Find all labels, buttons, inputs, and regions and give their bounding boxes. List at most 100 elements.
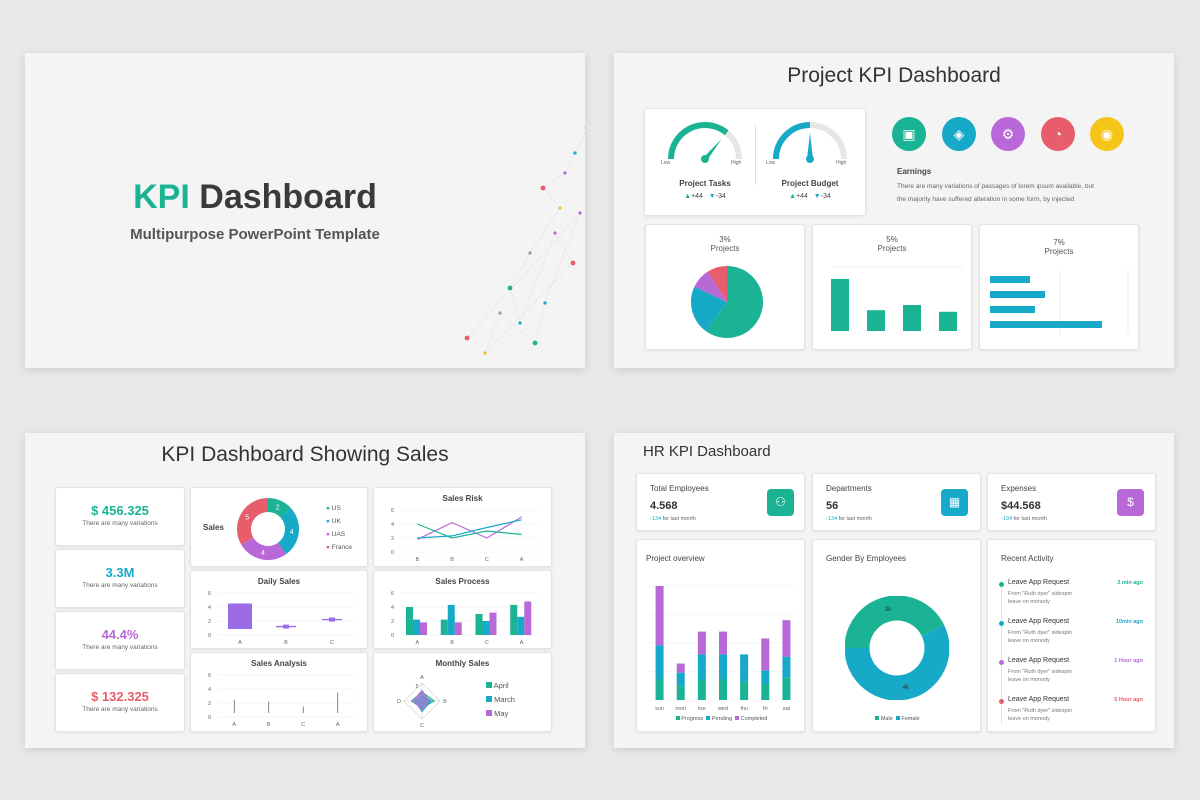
legend-label: UAS [331, 531, 346, 538]
overview-legend: Progress Pending Completed [637, 716, 806, 722]
activity-item-desc: From "Ruth dyer" sidespin [1008, 591, 1072, 597]
gauge-budget-up: +44 [796, 193, 808, 200]
network-line [509, 287, 521, 324]
network-dot [483, 351, 487, 355]
y-tick-label: 2 [391, 536, 394, 542]
chart-icon[interactable]: ▣ [892, 117, 926, 151]
project-pie-chart [691, 266, 763, 338]
network-line [534, 302, 546, 344]
legend-label: Male [880, 716, 893, 722]
stack-segment [782, 620, 791, 657]
radar-label: C [420, 723, 424, 729]
slide-hr-kpi[interactable]: HR KPI Dashboard Total Employees 4.568 -… [614, 433, 1174, 748]
network-line [484, 312, 501, 354]
hr-title: HR KPI Dashboard [643, 443, 771, 460]
activity-item-desc: leave on monody [1008, 638, 1050, 644]
gauge-divider [755, 125, 756, 185]
kpi-card: Departments 56 -134 for last month ▦ [812, 473, 981, 531]
bar [990, 291, 1045, 298]
network-line [519, 232, 556, 324]
stack-segment [740, 654, 749, 682]
x-tick-label: B [416, 557, 420, 563]
network-dot [563, 171, 567, 175]
gauge-tasks-dial [668, 122, 742, 163]
x-tick-label: A [232, 722, 236, 728]
building-icon: ▦ [941, 489, 968, 516]
activity-item[interactable]: Leave App Request 1 Hour ago From "Ruth dy… [988, 656, 1157, 692]
network-dot [570, 260, 576, 266]
bar [420, 622, 427, 635]
x-tick-label: B [267, 722, 271, 728]
sales-analysis-card: Sales Analysis 6 4 2 0 A B C A [190, 652, 368, 732]
network-dot [507, 285, 513, 291]
donut-value-label: 4 [290, 529, 294, 536]
y-tick-label: 6 [208, 591, 211, 597]
activity-item[interactable]: Leave App Request 10min ago From "Ruth dye… [988, 617, 1157, 653]
legend-label: May [494, 709, 509, 718]
earnings-text-2: the majority have suffered alteration in… [897, 196, 1075, 203]
earnings-text-1: There are many variations of passages of… [897, 183, 1094, 190]
y-tick-label: 4 [391, 522, 394, 528]
activity-item-desc: leave on monody [1008, 599, 1050, 605]
icon-row: ▣ ◈ ⚙ ◔ ◉ [892, 117, 1132, 153]
network-dot [543, 301, 547, 305]
activity-item-time: 2 min ago [1117, 580, 1143, 586]
activity-item[interactable]: Leave App Request 2 min ago From "Ruth dye… [988, 578, 1157, 614]
sales-risk-chart: 6 4 2 0 B B C A [391, 508, 539, 563]
bar [489, 612, 497, 635]
activity-item-title: Leave App Request [1008, 696, 1070, 703]
y-tick-label: 4 [391, 605, 394, 611]
timeline-dot [999, 621, 1004, 626]
gear-icon[interactable]: ⚙ [991, 117, 1025, 151]
series-line [417, 516, 522, 540]
donut-segment [237, 498, 269, 545]
pie-slice [691, 286, 727, 332]
stat-card: 3.3M There are many variations [55, 549, 185, 608]
stack-segment [719, 631, 727, 655]
mini-pie-label: Projects [710, 244, 740, 253]
network-line [484, 262, 574, 354]
x-tick-label: C [330, 640, 334, 646]
activity-item-time: 5 Hour ago [1114, 697, 1143, 703]
mini-bar-label: Projects [877, 244, 907, 253]
kpi-value: $44.568 [1001, 500, 1041, 512]
legend-label: April [493, 681, 509, 690]
stat-value: 3.3M [105, 565, 135, 580]
stack-segment [655, 645, 664, 680]
x-tick-label: A [520, 557, 524, 563]
donut-value-label: 5 [245, 515, 249, 522]
stack-segment [719, 654, 727, 680]
slide-cover[interactable]: KPI Dashboard Multipurpose PowerPoint Te… [25, 53, 585, 368]
mini-bar-pct: 5% [886, 235, 898, 244]
network-dot [498, 311, 502, 315]
network-dot [553, 231, 557, 235]
sales-donut-card: Sales 2 4 4 5 ● US ● UK ● UAS ● France [190, 487, 368, 567]
stat-text: There are many variations [82, 582, 158, 589]
x-tick-label: B [450, 640, 454, 646]
tag-icon[interactable]: ◈ [942, 117, 976, 151]
activity-item[interactable]: Leave App Request 5 Hour ago From "Ruth dy… [988, 695, 1157, 731]
stat-text: There are many variations [82, 520, 158, 527]
sales-analysis-chart: 6 4 2 0 A B C A [208, 673, 355, 728]
gauge-budget: Low High Project Budget ▲+44 ▼-34 [760, 115, 860, 200]
sales-process-title: Sales Process [435, 577, 490, 586]
y-tick-label: 0 [208, 633, 211, 639]
money-bag-icon: $ [1117, 489, 1144, 516]
down-arrow-icon: ▼ [708, 193, 716, 200]
monthly-sales-card: Monthly Sales A B C D 5 April March May [373, 652, 552, 732]
sales-risk-card: Sales Risk 6 4 2 0 B B C A [373, 487, 552, 567]
pie-icon[interactable]: ◔ [1041, 117, 1075, 151]
network-line [466, 212, 581, 339]
bar [228, 603, 252, 629]
stat-card: 44.4% There are many variations [55, 611, 185, 670]
slide-sales[interactable]: KPI Dashboard Showing Sales $ 456.325 Th… [25, 433, 585, 748]
timeline-dot [999, 699, 1004, 704]
slide-project-kpi[interactable]: Project KPI Dashboard Low High Project T… [614, 53, 1174, 368]
project-bar-chart [831, 266, 963, 331]
network-line [574, 131, 585, 154]
monthly-sales-radar: A B C D 5 [397, 675, 447, 729]
x-tick-label: sat [783, 706, 791, 712]
stat-text: There are many variations [82, 644, 158, 651]
location-icon[interactable]: ◉ [1090, 117, 1124, 151]
radar-label: A [420, 675, 424, 681]
